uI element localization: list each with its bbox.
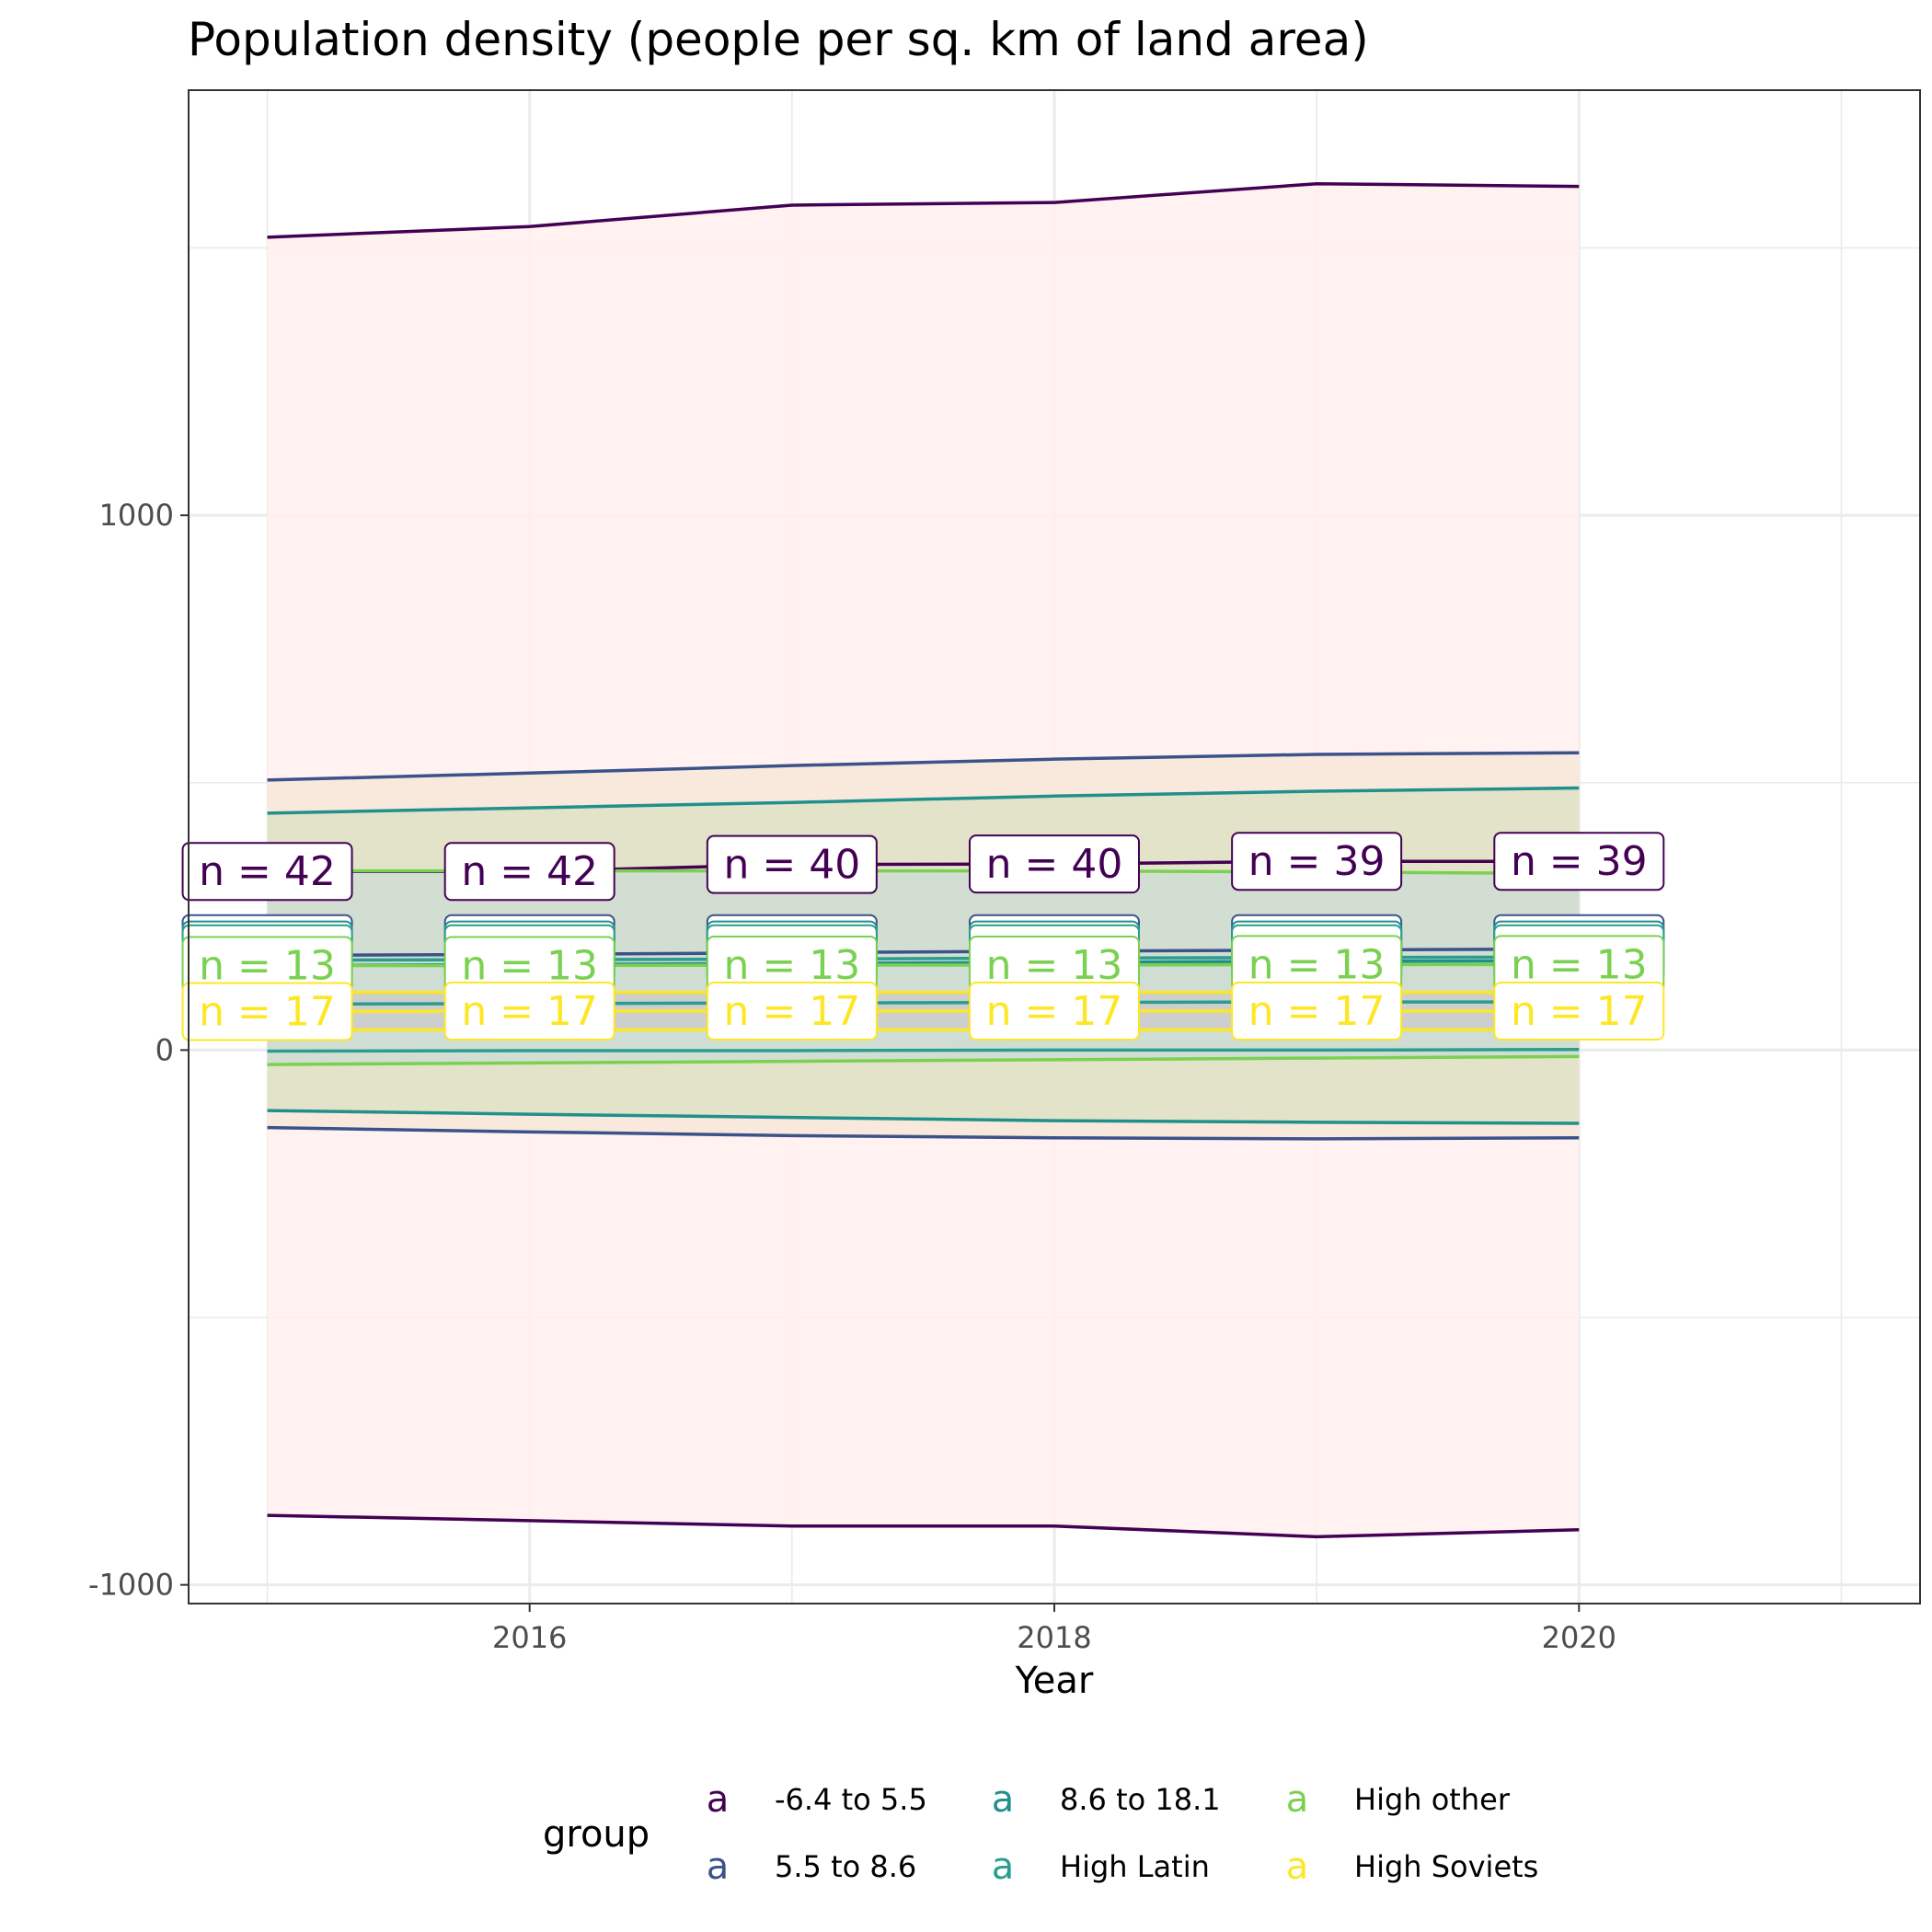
upper-line-5-5-to-8-6 <box>267 751 1580 782</box>
legend-title: group <box>543 1813 650 1856</box>
n-label: n = 40 <box>706 834 878 894</box>
n-label: n = 39 <box>1493 832 1665 891</box>
lower-line-8-6-to-18-1 <box>267 1109 1580 1125</box>
label-box <box>181 842 353 902</box>
label-box <box>181 982 353 1041</box>
legend-label: High other <box>1354 1782 1511 1817</box>
n-label-text: n = 17 <box>199 989 336 1036</box>
x-tick-label: 2020 <box>1542 1620 1616 1655</box>
n-label-text: n = 13 <box>199 943 336 990</box>
label-box <box>706 981 878 1041</box>
n-label: n = 17 <box>969 981 1140 1041</box>
n-label: n = 13 <box>1231 935 1403 995</box>
legend-key: a <box>707 1778 730 1821</box>
n-label-text: n = 40 <box>723 842 860 889</box>
n-label-text: n = 42 <box>199 848 336 895</box>
legend-key: a <box>992 1778 1015 1821</box>
legend-label: -6.4 to 5.5 <box>775 1782 927 1817</box>
lower-line-5-5-to-8-6 <box>267 1125 1580 1141</box>
n-label: n = 17 <box>1231 981 1403 1041</box>
lower-line--6-4-to-5-5 <box>267 1513 1580 1539</box>
legend-label: High Soviets <box>1354 1849 1538 1884</box>
n-count-labels: n = 42 n = 42 n = 40 n = 40 n = 39 n = 39 n = … <box>181 832 1665 1041</box>
legend-key: a <box>1286 1778 1309 1821</box>
legend-key: a <box>707 1846 730 1888</box>
n-label: n = 13 <box>706 935 878 995</box>
n-label-text: n = 17 <box>461 988 598 1035</box>
n-label-text: n = 17 <box>1248 988 1386 1035</box>
x-axis-title: Year <box>1015 1660 1094 1702</box>
n-label-text: n = 17 <box>723 988 860 1035</box>
n-label: n = 40 <box>969 834 1140 894</box>
n-label-text: n = 17 <box>986 988 1123 1035</box>
n-label: n = 17 <box>181 982 353 1041</box>
y-tick-label: 0 <box>155 1032 174 1067</box>
n-label-text: n = 39 <box>1511 838 1648 885</box>
n-label-text: n = 13 <box>986 942 1123 989</box>
x-tick-label: 2018 <box>1017 1620 1091 1655</box>
legend-label: High Latin <box>1060 1849 1210 1884</box>
legend-label: 5.5 to 8.6 <box>775 1849 916 1884</box>
label-box <box>443 842 615 902</box>
label-box <box>969 834 1140 894</box>
y-tick-label: -1000 <box>88 1568 174 1603</box>
chart-title: Population density (people per sq. km of… <box>188 13 1369 66</box>
n-label: n = 13 <box>181 936 353 995</box>
n-label: n = 39 <box>1231 832 1403 891</box>
n-label: n = 13 <box>1493 935 1665 995</box>
n-label-text: n = 42 <box>461 848 598 895</box>
plot-panel: n = 42 n = 42 n = 40 n = 40 n = 39 n = 39 n = … <box>181 89 1921 1604</box>
label-box <box>1231 981 1403 1041</box>
legend-key: a <box>1286 1846 1309 1888</box>
n-label: n = 17 <box>706 981 878 1041</box>
n-label: n = 42 <box>181 842 353 902</box>
n-label-text: n = 13 <box>723 942 860 989</box>
n-label: n = 17 <box>443 981 615 1041</box>
n-label: n = 13 <box>969 935 1140 995</box>
label-box <box>706 834 878 894</box>
axes: -1000 0 1000 2016 2018 2020 <box>88 498 1616 1655</box>
n-label: n = 42 <box>443 842 615 902</box>
legend-key: a <box>992 1846 1015 1888</box>
upper-line-8-6-to-18-1 <box>267 786 1580 815</box>
n-label-text: n = 13 <box>1511 941 1648 988</box>
x-tick-label: 2016 <box>492 1620 567 1655</box>
n-label-text: n = 13 <box>1248 941 1386 988</box>
label-box <box>1493 832 1665 891</box>
label-box <box>1493 981 1665 1041</box>
n-label-text: n = 39 <box>1248 838 1386 885</box>
n-label: n = 17 <box>1493 981 1665 1041</box>
legend: group a -6.4 to 5.5 a 5.5 to 8.6 a 8.6 to 18.… <box>543 1778 1538 1888</box>
n-label-text: n = 17 <box>1511 988 1648 1035</box>
upper-line--6-4-to-5-5 <box>267 181 1580 239</box>
legend-label: 8.6 to 18.1 <box>1060 1782 1221 1817</box>
lower-line-high-latin <box>267 1048 1580 1053</box>
n-label-text: n = 40 <box>986 841 1123 888</box>
label-box <box>443 981 615 1041</box>
label-box <box>1231 832 1403 891</box>
lower-line-high-other <box>267 1054 1580 1066</box>
label-box <box>969 981 1140 1041</box>
y-tick-label: 1000 <box>99 498 174 533</box>
